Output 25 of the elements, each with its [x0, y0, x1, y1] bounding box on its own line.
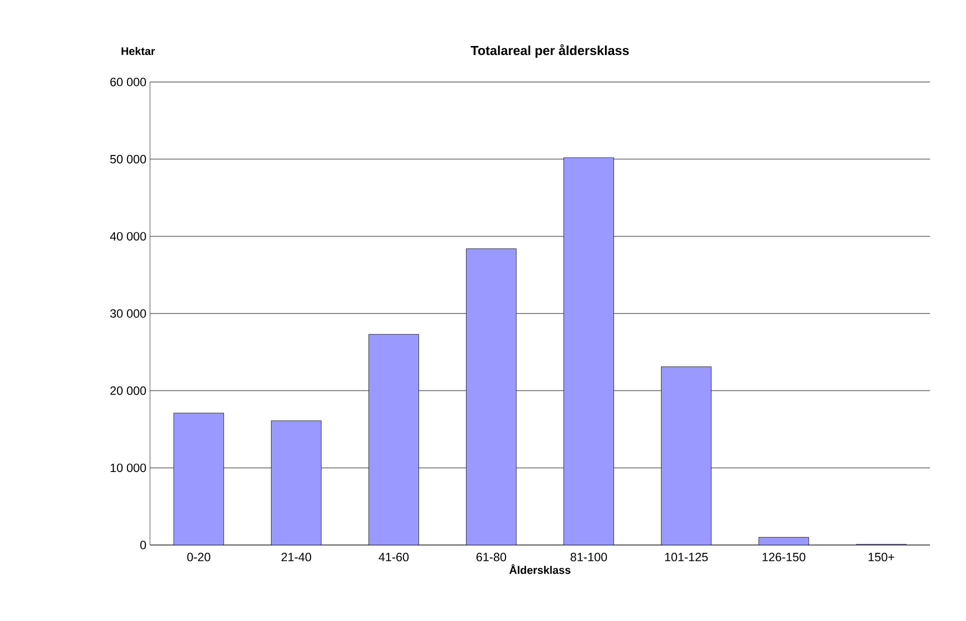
y-tick-label: 60 000	[110, 78, 146, 86]
bar	[661, 366, 712, 545]
x-tick-label: 150+	[868, 552, 894, 562]
x-tick-label: 126-150	[762, 552, 806, 562]
chart-title: Totalareal per åldersklass	[470, 44, 629, 58]
bar	[466, 248, 516, 545]
y-tick-label: 30 000	[110, 309, 146, 318]
y-tick-label: 0	[140, 540, 146, 550]
bar	[174, 413, 224, 545]
x-tick-label: 101-125	[665, 552, 708, 562]
x-axis-title: Åldersklass	[509, 564, 570, 574]
x-tick-label: 61-80	[476, 552, 506, 562]
y-tick-label: 10 000	[110, 464, 146, 472]
x-tick-label: 21-40	[282, 552, 312, 562]
y-axis-title: Hektar	[122, 46, 155, 56]
x-tick-label: 0-20	[187, 552, 210, 562]
bar	[758, 537, 809, 545]
bar	[271, 420, 322, 545]
y-tick-label: 50 000	[110, 154, 146, 164]
x-tick-label: 81-100	[570, 552, 607, 562]
bar	[368, 334, 419, 545]
y-tick-label: 40 000	[110, 232, 146, 241]
bar	[564, 158, 614, 545]
y-tick-label: 20 000	[110, 386, 146, 395]
x-tick-label: 41-60	[378, 552, 409, 562]
